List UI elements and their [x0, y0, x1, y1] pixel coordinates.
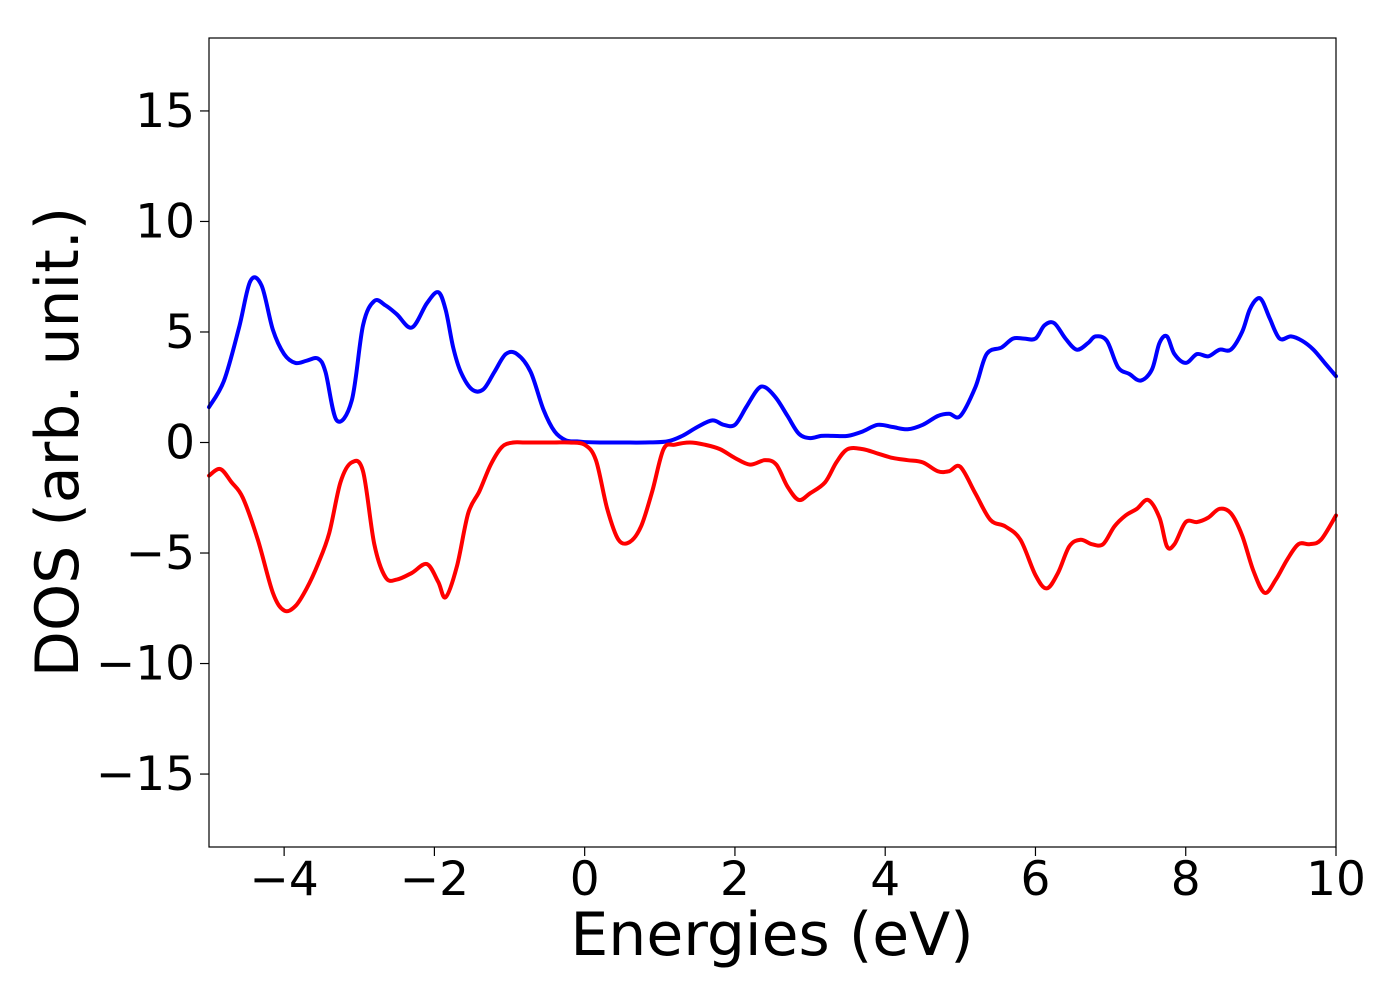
y-tick-label: −15: [96, 747, 195, 802]
series-line-0: [207, 275, 1338, 445]
x-tick-label: −2: [400, 852, 469, 907]
x-tick-label: 0: [570, 852, 600, 907]
x-tick-label: 6: [1021, 852, 1051, 907]
x-tick-label: 2: [720, 852, 750, 907]
x-tick-label: −4: [249, 852, 318, 907]
y-tick-label: 15: [135, 84, 195, 139]
series-line-1: [207, 440, 1338, 614]
x-axis-ticks: −4 −2 0 2 4 6 8 10: [249, 847, 1366, 907]
plot-area: [207, 275, 1338, 614]
plot-frame: [208, 37, 1337, 848]
y-axis-label: DOS (arb. unit.): [23, 207, 93, 677]
x-tick-label: 4: [870, 852, 900, 907]
y-axis-ticks: 15 10 5 0 −5 −10 −15: [96, 84, 209, 802]
y-tick-label: −10: [96, 637, 195, 692]
x-axis-label: Energies (eV): [570, 900, 973, 970]
y-tick-label: −5: [126, 526, 195, 581]
x-tick-label: 8: [1171, 852, 1201, 907]
x-tick-label: 10: [1306, 852, 1366, 907]
y-tick-label: 0: [165, 416, 195, 471]
y-tick-label: 10: [135, 194, 195, 249]
y-tick-label: 5: [165, 305, 195, 360]
